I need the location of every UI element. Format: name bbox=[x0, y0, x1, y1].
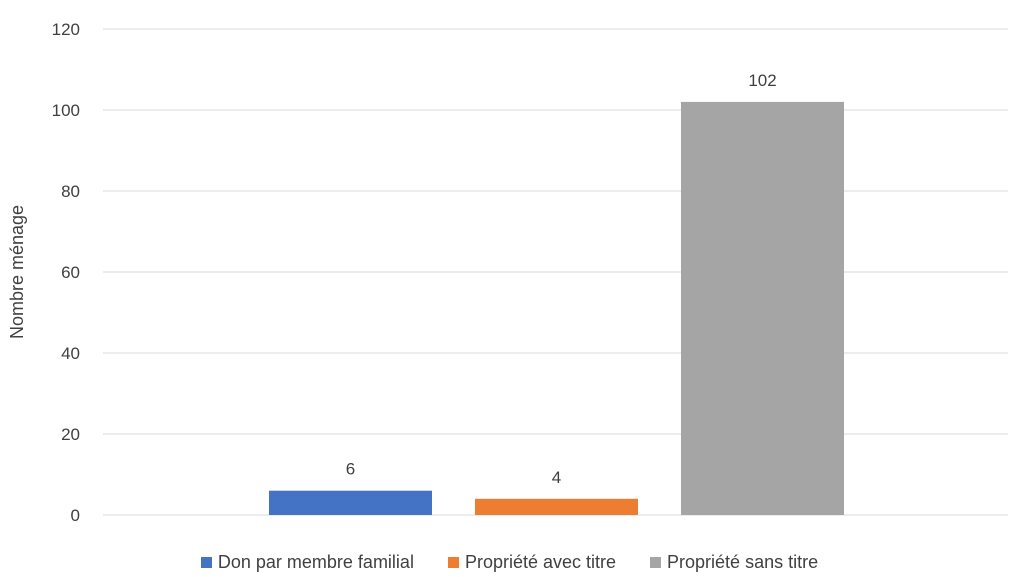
legend-label: Propriété sans titre bbox=[667, 551, 819, 572]
y-axis-label: Nombre ménage bbox=[7, 205, 27, 339]
y-axis-ticks: 0 20 40 60 80 100 120 bbox=[52, 20, 80, 525]
y-tick-label: 40 bbox=[61, 344, 80, 363]
legend-item: Don par membre familial bbox=[200, 551, 414, 573]
legend: Don par membre familial Propriété avec ti… bbox=[0, 550, 1019, 574]
y-tick-label: 100 bbox=[52, 101, 80, 120]
legend-label: Don par membre familial bbox=[217, 551, 414, 572]
bar bbox=[681, 101, 844, 516]
bars bbox=[269, 101, 844, 516]
bar-chart: 0 20 40 60 80 100 120 6 4 102 Nombre ménage bbox=[7, 20, 1008, 525]
data-label: 102 bbox=[748, 71, 776, 90]
legend-label: Propriété avec titre bbox=[464, 551, 617, 572]
data-label: 4 bbox=[552, 468, 561, 487]
y-tick-label: 0 bbox=[71, 506, 80, 525]
bar bbox=[269, 490, 432, 515]
data-labels: 6 4 102 bbox=[346, 71, 777, 487]
y-tick-label: 80 bbox=[61, 182, 80, 201]
legend-swatch bbox=[200, 556, 212, 568]
legend-item: Propriété sans titre bbox=[650, 552, 818, 573]
legend-swatch bbox=[650, 556, 662, 568]
bar bbox=[475, 498, 638, 515]
legend-item: Propriété avec titre bbox=[447, 551, 617, 573]
legend-swatch bbox=[447, 556, 459, 568]
y-tick-label: 20 bbox=[61, 425, 80, 444]
y-tick-label: 60 bbox=[61, 263, 80, 282]
data-label: 6 bbox=[346, 460, 355, 479]
y-tick-label: 120 bbox=[52, 20, 80, 39]
gridlines bbox=[103, 28, 1008, 516]
